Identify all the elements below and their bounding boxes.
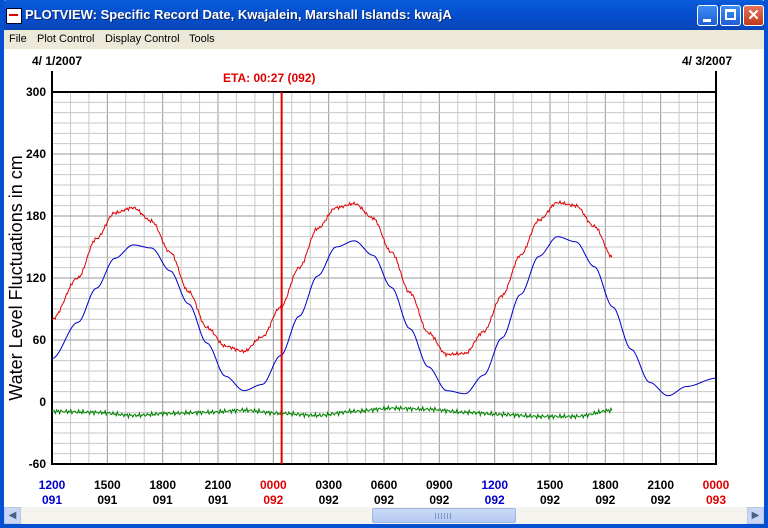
y-tick-label: 180: [26, 209, 46, 223]
x-tick-time: 1200: [481, 478, 508, 492]
x-tick-labels: 1200091150009118000912100091000009203000…: [39, 478, 730, 507]
y-tick-labels: 300 240 180 120 60 0 -60: [26, 85, 46, 471]
scroll-thumb[interactable]: [372, 508, 516, 523]
x-tick-time: 1500: [537, 478, 564, 492]
window-frame-right: [764, 0, 768, 528]
chart-grid: [51, 91, 717, 465]
window-title: PLOTVIEW: Specific Record Date, Kwajalei…: [25, 7, 452, 22]
menu-plot-control[interactable]: Plot Control: [37, 33, 95, 45]
x-tick-time: 1500: [94, 478, 121, 492]
close-icon: ✕: [747, 7, 760, 24]
y-tick-label: -60: [29, 457, 47, 471]
x-tick-time: 0900: [426, 478, 453, 492]
eta-label: ETA: 00:27 (092): [223, 71, 315, 85]
minimize-icon: [703, 19, 711, 22]
x-tick-day: 091: [97, 493, 117, 507]
x-tick-time: 0000: [703, 478, 730, 492]
x-tick-day: 092: [263, 493, 283, 507]
window-frame-bottom: [0, 524, 768, 528]
series-predicted-line: [51, 236, 717, 397]
x-tick-day: 092: [429, 493, 449, 507]
maximize-icon: [725, 9, 736, 20]
x-tick-time: 0600: [371, 478, 398, 492]
start-date-label: 4/ 1/2007: [32, 54, 82, 68]
end-date-label: 4/ 3/2007: [682, 54, 732, 68]
menu-tools[interactable]: Tools: [189, 33, 215, 45]
x-tick-day: 092: [651, 493, 671, 507]
scroll-left-button[interactable]: ◀: [4, 507, 21, 524]
x-tick-time: 2100: [205, 478, 232, 492]
x-tick-time: 0300: [315, 478, 342, 492]
x-tick-day: 092: [485, 493, 505, 507]
plot-canvas[interactable]: 4/ 1/2007 4/ 3/2007 ETA: 00:27 (092) Wat…: [4, 49, 764, 507]
scroll-grip-icon: [435, 513, 453, 519]
horizontal-scrollbar[interactable]: ◀ ▶: [4, 507, 764, 524]
minimize-button[interactable]: [697, 5, 718, 26]
water-level-chart: 4/ 1/2007 4/ 3/2007 ETA: 00:27 (092) Wat…: [6, 54, 732, 507]
maximize-button[interactable]: [720, 5, 741, 26]
x-tick-day: 092: [319, 493, 339, 507]
y-tick-label: 0: [39, 395, 46, 409]
y-tick-label: 300: [26, 85, 46, 99]
x-tick-time: 1800: [149, 478, 176, 492]
menu-display-control[interactable]: Display Control: [105, 33, 180, 45]
x-tick-day: 092: [540, 493, 560, 507]
app-icon: [6, 8, 22, 24]
x-tick-time: 0000: [260, 478, 287, 492]
x-tick-day: 091: [153, 493, 173, 507]
y-axis-title: Water Level Fluctuations in cm: [6, 155, 26, 400]
x-tick-day: 092: [595, 493, 615, 507]
window-frame-left: [0, 0, 4, 528]
data-series: [51, 199, 717, 421]
plot-frame: [51, 91, 717, 465]
menu-bar: File Plot Control Display Control Tools: [0, 30, 768, 49]
menu-file[interactable]: File: [9, 33, 27, 45]
series-residual-line: [51, 404, 613, 421]
y-tick-label: 120: [26, 271, 46, 285]
title-bar: PLOTVIEW: Specific Record Date, Kwajalei…: [0, 0, 768, 30]
x-tick-time: 2100: [647, 478, 674, 492]
series-observed-line: [51, 199, 613, 358]
x-tick-day: 091: [208, 493, 228, 507]
x-tick-day: 092: [374, 493, 394, 507]
close-button[interactable]: ✕: [743, 5, 764, 26]
scroll-right-button[interactable]: ▶: [747, 507, 764, 524]
x-tick-day: 091: [42, 493, 62, 507]
x-tick-time: 1200: [39, 478, 66, 492]
y-tick-label: 240: [26, 147, 46, 161]
y-tick-label: 60: [33, 333, 47, 347]
x-tick-day: 093: [706, 493, 726, 507]
x-tick-time: 1800: [592, 478, 619, 492]
